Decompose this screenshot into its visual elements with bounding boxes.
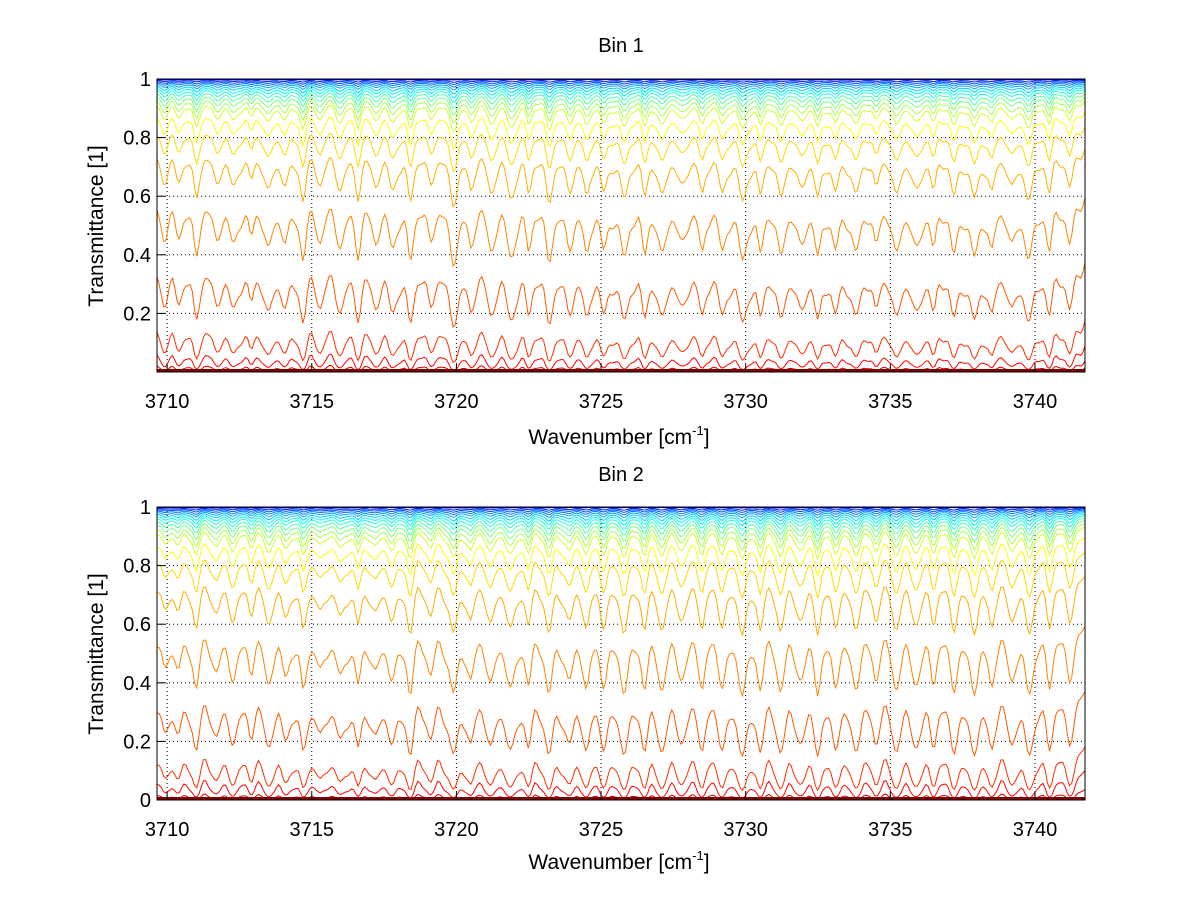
series-line bbox=[156, 537, 1086, 579]
series-line bbox=[156, 80, 1086, 86]
series-line bbox=[156, 96, 1086, 124]
series-line bbox=[156, 86, 1086, 99]
series-line bbox=[156, 100, 1086, 133]
axes-frame bbox=[156, 78, 1086, 373]
y-tick-label: 1 bbox=[140, 69, 151, 91]
series-line bbox=[156, 519, 1086, 544]
series-line bbox=[156, 262, 1086, 329]
y-axis-label: Transmittance [1] bbox=[85, 145, 108, 306]
series-line bbox=[156, 148, 1086, 208]
y-tick-label: 0.8 bbox=[123, 556, 151, 578]
x-tick-label: 3710 bbox=[145, 391, 190, 413]
series-line bbox=[156, 626, 1086, 698]
x-tick-label: 3720 bbox=[434, 819, 479, 841]
y-tick-label: 0.6 bbox=[123, 614, 151, 636]
x-axis-label: Wavenumber [cm-1] bbox=[528, 848, 709, 874]
x-tick-label: 3715 bbox=[290, 819, 335, 841]
series-line bbox=[156, 196, 1086, 268]
series-line bbox=[156, 84, 1086, 95]
axes-frame bbox=[156, 506, 1086, 801]
x-tick-label: 3725 bbox=[579, 391, 624, 413]
plot-title: Bin 1 bbox=[598, 35, 644, 57]
series-group bbox=[156, 78, 1086, 373]
x-tick-labels: 3710 3715 3720 3725 3730 3735 3740 bbox=[145, 364, 1057, 413]
y-tick-label: 0.2 bbox=[123, 731, 151, 753]
series-line bbox=[156, 111, 1086, 150]
y-tick-label: 0.4 bbox=[123, 245, 151, 267]
y-tick-label: 0.8 bbox=[123, 128, 151, 150]
series-line bbox=[156, 506, 1086, 509]
x-tick-label: 3735 bbox=[868, 819, 913, 841]
series-line bbox=[156, 90, 1086, 109]
series-line bbox=[156, 746, 1086, 792]
series-line bbox=[156, 513, 1086, 527]
series-line bbox=[156, 691, 1086, 758]
series-line bbox=[156, 515, 1086, 531]
series-line bbox=[156, 92, 1086, 116]
y-tick-label: 0.4 bbox=[123, 673, 151, 695]
series-line bbox=[156, 320, 1086, 363]
x-tick-label: 3720 bbox=[434, 391, 479, 413]
plot-title: Bin 2 bbox=[598, 464, 644, 486]
series-line bbox=[157, 510, 1086, 519]
x-tick-label: 3710 bbox=[145, 819, 190, 841]
series-line bbox=[156, 126, 1086, 173]
series-line bbox=[156, 508, 1086, 513]
x-tick-label: 3740 bbox=[1013, 819, 1058, 841]
y-tick-labels: 0.2 0.4 0.6 0.8 1 bbox=[123, 69, 165, 325]
series-line bbox=[156, 522, 1086, 552]
series-line bbox=[156, 78, 1086, 81]
y-tick-labels: 0 0.2 0.4 0.6 0.8 1 bbox=[123, 497, 165, 812]
y-tick-label: 0.2 bbox=[123, 303, 151, 325]
series-line bbox=[156, 345, 1086, 371]
series-line bbox=[156, 517, 1086, 537]
series-line bbox=[156, 83, 1086, 91]
x-axis-label: Wavenumber [cm-1] bbox=[528, 423, 709, 449]
series-line bbox=[156, 81, 1086, 88]
series-line bbox=[156, 770, 1086, 799]
y-tick-label: 0 bbox=[140, 790, 151, 812]
series-line bbox=[156, 552, 1086, 600]
series-line bbox=[156, 79, 1086, 83]
plot-bin-2: Bin 2 3710 3715 3720 3725 3730 3735 3740 00.20… bbox=[85, 464, 1086, 874]
x-tick-label: 3730 bbox=[723, 819, 768, 841]
series-line bbox=[156, 526, 1086, 561]
y-axis-label: Transmittance [1] bbox=[85, 573, 108, 734]
x-tick-label: 3725 bbox=[579, 819, 624, 841]
series-line bbox=[156, 512, 1086, 523]
series-line bbox=[156, 87, 1086, 104]
series-line bbox=[157, 507, 1086, 511]
x-tick-label: 3735 bbox=[868, 391, 913, 413]
plot-bin-1: Bin 1 3710 3715 3720 3725 3730 3735 3740 0.20.… bbox=[85, 35, 1086, 449]
x-tick-label: 3715 bbox=[290, 391, 335, 413]
x-tick-label: 3740 bbox=[1013, 391, 1058, 413]
series-line bbox=[156, 576, 1086, 637]
y-tick-label: 0.6 bbox=[123, 186, 151, 208]
x-tick-label: 3730 bbox=[723, 391, 768, 413]
x-tick-labels: 3710 3715 3720 3725 3730 3735 3740 bbox=[145, 792, 1057, 841]
y-tick-label: 1 bbox=[140, 497, 151, 519]
series-line bbox=[157, 509, 1086, 516]
series-group bbox=[156, 506, 1086, 801]
